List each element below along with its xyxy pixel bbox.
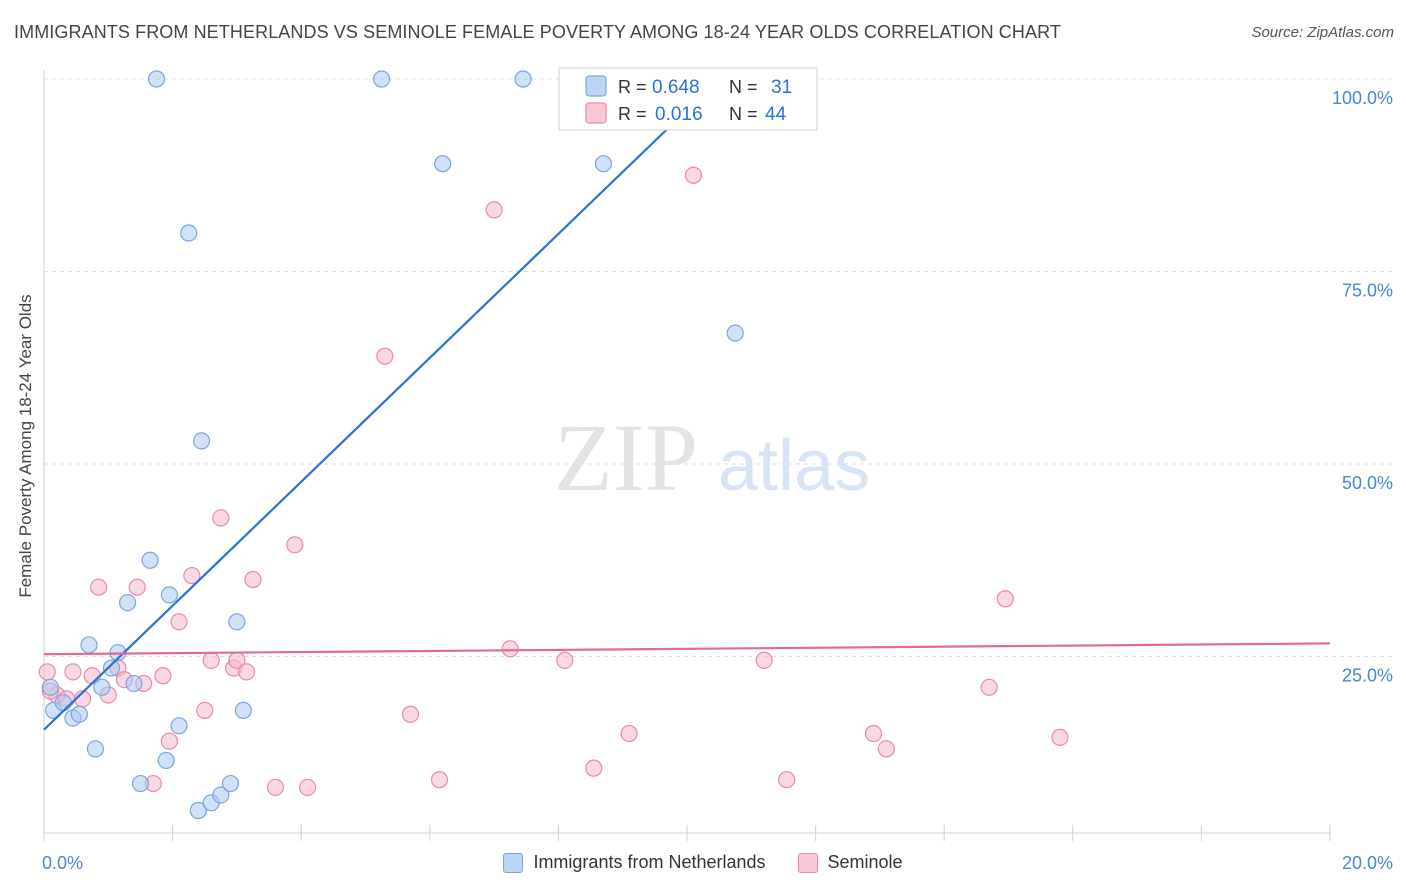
seminole-point <box>38 663 56 681</box>
legend-swatch-pink <box>585 102 607 124</box>
legend-swatch-blue <box>585 75 607 97</box>
seminole-point <box>755 651 773 669</box>
seminole-point <box>501 640 519 658</box>
netherlands-point <box>514 70 532 88</box>
netherlands-point <box>170 717 188 735</box>
netherlands-point <box>86 740 105 758</box>
legend-n-label-2: N = <box>729 104 758 124</box>
seminole-point <box>877 740 895 758</box>
trend-lines <box>43 78 1331 731</box>
seminole-point <box>1051 728 1069 746</box>
legend-swatch-seminole <box>797 852 818 873</box>
legend-r-label-2: R = <box>618 104 647 124</box>
legend-label-netherlands: Immigrants from Netherlands <box>533 852 766 872</box>
netherlands-point <box>147 70 166 88</box>
seminole-point <box>401 705 420 723</box>
netherlands-point <box>234 701 252 720</box>
watermark: ZIP atlas <box>554 404 870 511</box>
seminole-point <box>90 578 108 596</box>
netherlands-point <box>125 674 143 693</box>
y-tick-label-25: 25.0% <box>1342 666 1393 686</box>
legend-swatch-netherlands <box>503 852 524 873</box>
netherlands-point <box>118 593 137 612</box>
x-tick-label-max: 20.0% <box>1342 853 1393 873</box>
netherlands-point <box>221 774 240 793</box>
netherlands-point <box>70 705 88 723</box>
bottom-legend: Immigrants from Netherlands Seminole <box>0 852 1406 873</box>
x-tick-label-min: 0.0% <box>42 853 83 873</box>
legend-n-value-1: 31 <box>771 77 792 98</box>
netherlands-point <box>726 324 744 342</box>
axes <box>43 70 1331 841</box>
seminole-point <box>430 771 449 789</box>
source-label: Source: ZipAtlas.com <box>1251 24 1394 41</box>
netherlands-point <box>180 224 198 242</box>
seminole-point <box>996 590 1014 608</box>
chart-title: IMMIGRANTS FROM NETHERLANDS VS SEMINOLE … <box>14 22 1061 42</box>
legend-n-value-2: 44 <box>765 104 787 125</box>
legend-item-netherlands: Immigrants from Netherlands <box>503 852 766 873</box>
netherlands-point <box>160 586 178 604</box>
seminole-point <box>684 166 703 184</box>
netherlands-point <box>594 155 613 173</box>
seminole-point <box>286 536 304 554</box>
seminole-point <box>154 667 172 685</box>
tick-labels: 25.0% 50.0% 75.0% 100.0% 0.0% 20.0% <box>42 88 1393 873</box>
seminole-point <box>620 724 638 743</box>
netherlands-point <box>131 774 150 793</box>
seminole-point <box>376 347 394 365</box>
netherlands-point <box>228 613 246 631</box>
seminole-point <box>160 732 178 750</box>
netherlands-point <box>141 551 159 569</box>
netherlands-point <box>93 678 111 696</box>
legend-box: R = 0.648 N = 31 R = 0.016 N = 44 <box>558 67 818 131</box>
netherlands-trend-line <box>43 78 720 731</box>
seminole-point <box>183 567 201 585</box>
watermark-atlas: atlas <box>718 426 870 506</box>
legend-r-label-1: R = <box>618 77 647 97</box>
netherlands-point <box>80 636 98 654</box>
seminole-point <box>170 613 188 631</box>
seminole-point <box>196 701 214 720</box>
seminole-trend-line <box>43 642 1331 656</box>
seminole-point <box>299 778 317 797</box>
seminole-point <box>485 201 503 219</box>
grid-lines <box>44 78 1392 657</box>
watermark-zip: ZIP <box>554 404 698 511</box>
seminole-point <box>864 724 883 743</box>
seminole-point <box>212 509 230 527</box>
y-axis-label: Female Poverty Among 18-24 Year Olds <box>16 294 35 598</box>
seminole-point <box>556 651 574 669</box>
seminole-point <box>585 759 603 777</box>
netherlands-point <box>434 155 452 173</box>
seminole-point <box>64 663 82 681</box>
legend-r-value-1: 0.648 <box>652 77 700 98</box>
seminole-point <box>202 651 220 669</box>
netherlands-point <box>192 432 211 450</box>
netherlands-points <box>41 70 744 820</box>
netherlands-point <box>102 659 121 677</box>
seminole-point <box>266 778 285 797</box>
legend-item-seminole: Seminole <box>797 852 903 873</box>
legend-n-label-1: N = <box>729 77 758 97</box>
seminole-point <box>980 678 998 696</box>
seminole-point <box>244 570 262 589</box>
y-tick-label-75: 75.0% <box>1342 281 1393 301</box>
netherlands-point <box>157 751 175 770</box>
netherlands-point <box>372 70 391 88</box>
seminole-point <box>237 663 256 681</box>
netherlands-point <box>54 694 72 712</box>
seminole-points <box>38 166 1069 797</box>
netherlands-point <box>41 678 60 696</box>
seminole-point <box>128 578 146 596</box>
seminole-point <box>778 771 796 789</box>
netherlands-point <box>212 786 230 804</box>
legend-label-seminole: Seminole <box>827 852 903 872</box>
legend-r-value-2: 0.016 <box>655 104 703 125</box>
y-tick-label-50: 50.0% <box>1342 473 1393 493</box>
y-tick-label-100: 100.0% <box>1332 88 1393 108</box>
netherlands-point <box>189 801 207 820</box>
